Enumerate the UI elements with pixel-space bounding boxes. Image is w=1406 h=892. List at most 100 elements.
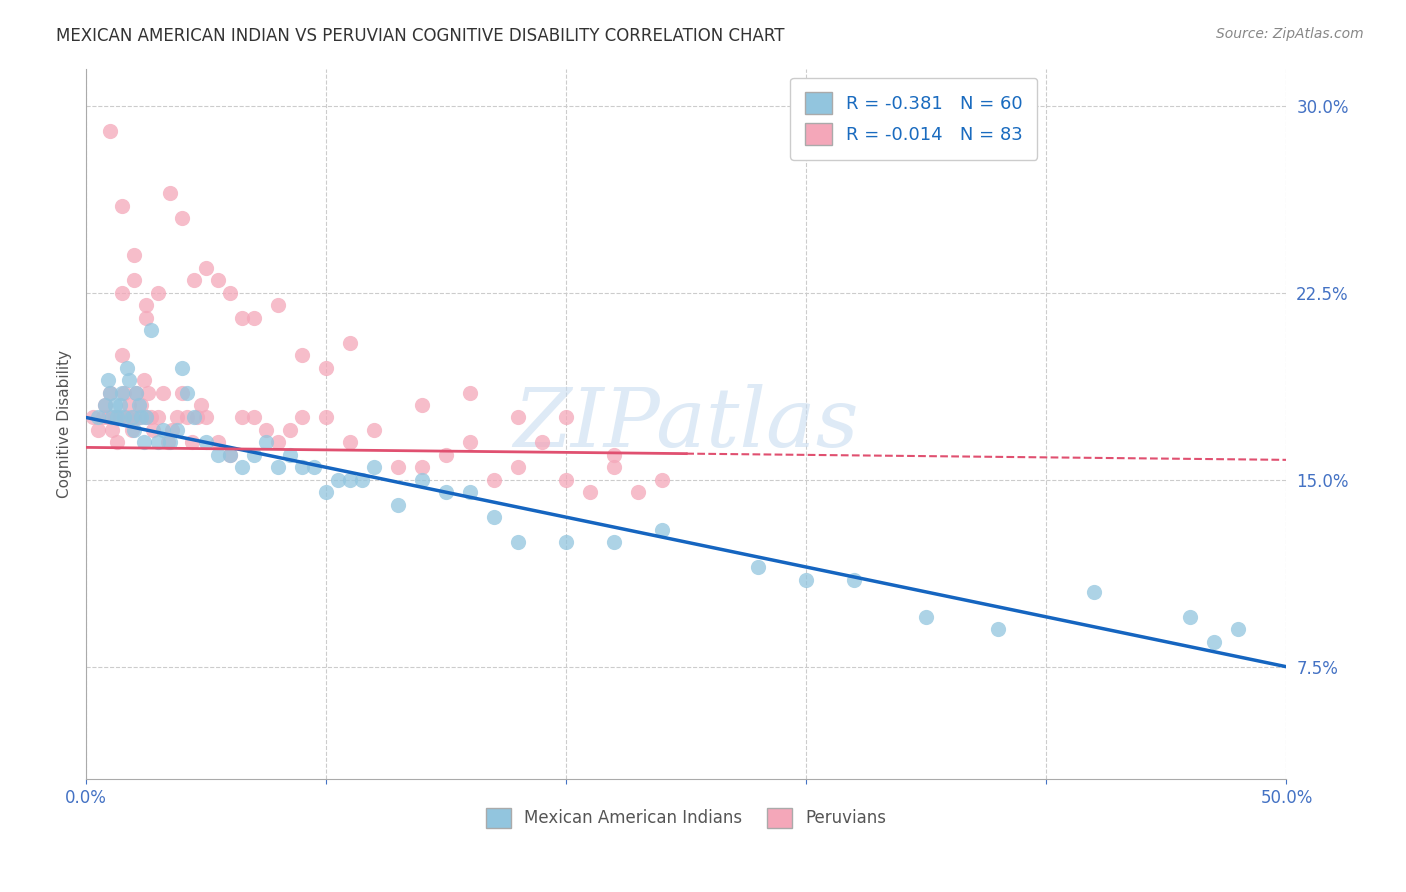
Point [176,410,198,425]
Point [411,473,433,487]
Text: ZIPatlas: ZIPatlas [513,384,859,464]
Point [254,423,277,437]
Point [139,410,162,425]
Point [152,385,174,400]
Point [159,186,181,201]
Point [508,535,530,549]
Point [135,310,157,325]
Point [627,485,650,500]
Point [352,473,374,487]
Point [172,385,194,400]
Point [219,448,242,462]
Point [231,310,253,325]
Point [339,435,361,450]
Point [458,385,481,400]
Point [195,410,218,425]
Point [1227,623,1250,637]
Point [132,373,155,387]
Point [531,435,554,450]
Point [219,448,242,462]
Point [122,273,145,287]
Point [111,199,134,213]
Point [243,410,266,425]
Point [115,360,138,375]
Point [508,460,530,475]
Point [291,460,314,475]
Point [128,410,150,425]
Point [87,410,110,425]
Point [104,398,127,412]
Point [139,323,162,337]
Point [328,473,350,487]
Point [267,460,290,475]
Point [651,473,673,487]
Point [98,385,121,400]
Point [152,423,174,437]
Point [231,460,253,475]
Point [278,448,301,462]
Point [579,485,602,500]
Point [172,360,194,375]
Point [186,410,208,425]
Point [129,398,152,412]
Point [302,460,325,475]
Point [122,410,145,425]
Point [267,298,290,312]
Point [125,385,148,400]
Point [482,510,505,524]
Point [794,573,817,587]
Point [172,211,194,225]
Point [195,435,218,450]
Point [111,348,134,362]
Point [363,423,385,437]
Point [142,423,165,437]
Point [146,435,169,450]
Point [434,448,457,462]
Point [183,273,205,287]
Point [315,410,337,425]
Point [115,410,138,425]
Point [114,410,136,425]
Y-axis label: Cognitive Disability: Cognitive Disability [58,350,72,498]
Point [97,410,120,425]
Point [387,460,409,475]
Point [111,385,134,400]
Point [844,573,866,587]
Point [195,260,218,275]
Point [219,285,242,300]
Point [183,410,205,425]
Point [603,535,626,549]
Point [104,410,127,425]
Point [98,124,121,138]
Point [915,610,938,624]
Point [1180,610,1202,624]
Point [105,410,128,425]
Point [108,410,131,425]
Point [508,410,530,425]
Point [156,435,179,450]
Point [180,435,202,450]
Point [135,410,157,425]
Point [411,398,433,412]
Point [159,435,181,450]
Point [339,473,361,487]
Point [207,435,229,450]
Point [207,273,229,287]
Point [387,498,409,512]
Point [458,435,481,450]
Point [128,398,150,412]
Point [176,385,198,400]
Point [121,423,143,437]
Point [114,385,136,400]
Legend: Mexican American Indians, Peruvians: Mexican American Indians, Peruvians [479,801,893,835]
Point [555,473,578,487]
Point [987,623,1010,637]
Point [603,448,626,462]
Point [267,435,290,450]
Point [94,398,117,412]
Point [105,435,128,450]
Point [94,398,117,412]
Point [146,285,169,300]
Point [101,410,124,425]
Point [135,410,157,425]
